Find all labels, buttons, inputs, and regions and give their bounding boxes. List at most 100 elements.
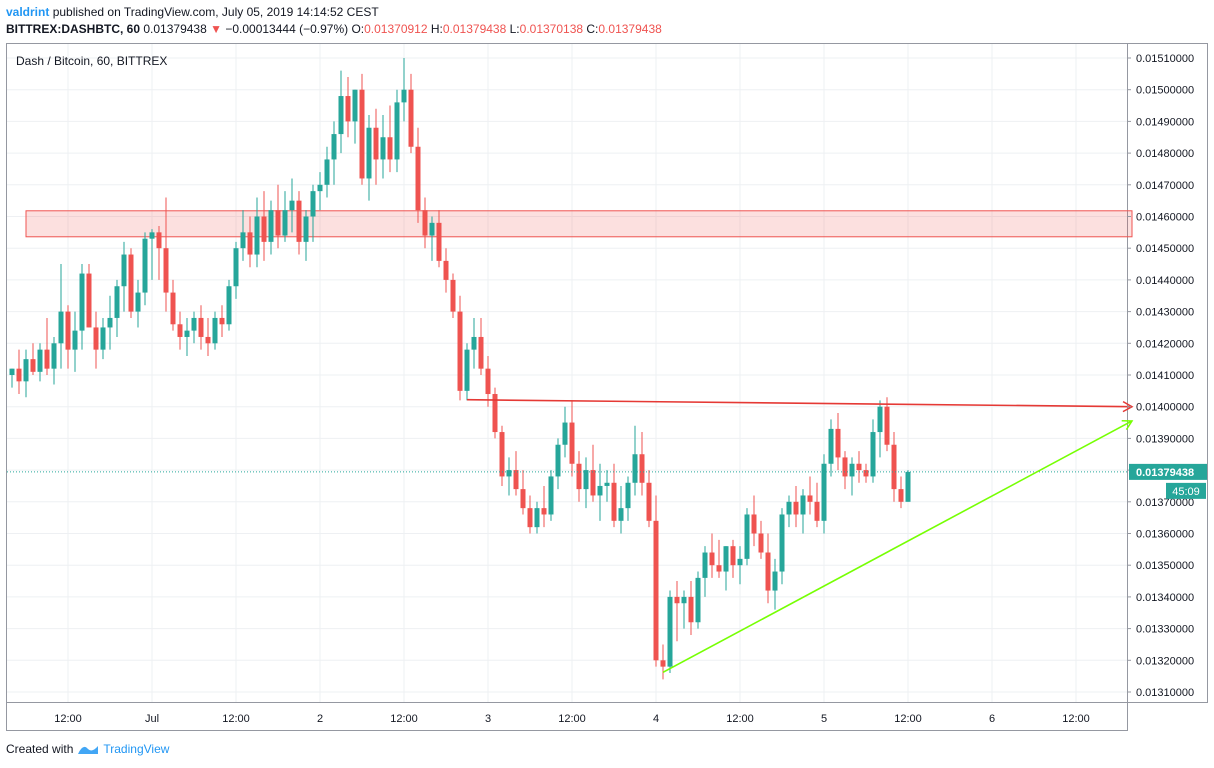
candle — [765, 533, 771, 604]
candle — [408, 73, 414, 154]
candle — [499, 425, 505, 486]
candle-body — [51, 343, 57, 369]
candle — [772, 558, 778, 610]
candle-body — [142, 238, 148, 293]
candle — [212, 311, 218, 350]
candle — [464, 343, 470, 401]
candles-layer — [9, 58, 911, 680]
candle-body — [464, 349, 470, 391]
candle — [555, 438, 561, 490]
candle — [898, 476, 904, 509]
x-tick-label: 2 — [317, 713, 323, 725]
y-tick-label: 0.01350000 — [1136, 560, 1194, 572]
candle — [415, 127, 421, 223]
candle-body — [625, 482, 631, 509]
candle-body — [828, 428, 834, 464]
candle — [667, 590, 673, 673]
candle — [163, 197, 169, 312]
x-tick-label: 12:00 — [54, 713, 82, 725]
candle-body — [807, 495, 813, 502]
candle — [93, 311, 99, 369]
candle — [891, 432, 897, 502]
candle — [660, 644, 666, 680]
candle — [506, 457, 512, 496]
publish-text: published on TradingView.com, July 05, 2… — [52, 5, 379, 19]
candle-body — [730, 546, 736, 566]
candle — [800, 489, 806, 534]
candle-body — [786, 501, 792, 515]
candle — [457, 295, 463, 401]
candle-body — [534, 508, 540, 528]
candle-body — [240, 232, 246, 249]
price-axis[interactable] — [1128, 43, 1208, 703]
candle-body — [849, 463, 855, 477]
candle — [471, 317, 477, 369]
time-axis[interactable] — [6, 703, 1128, 731]
candle — [793, 485, 799, 528]
candle — [807, 476, 813, 515]
x-tick-label: 12:00 — [726, 713, 754, 725]
supply-zone-layer — [25, 210, 1133, 238]
candle-body — [611, 482, 617, 521]
support-line — [662, 420, 1134, 674]
candle-body — [16, 368, 22, 382]
candle — [828, 419, 834, 477]
candle — [373, 108, 379, 185]
candle-body — [163, 248, 169, 293]
candle — [254, 197, 260, 268]
candle — [716, 539, 722, 578]
candle — [429, 216, 435, 261]
candle — [352, 89, 358, 144]
candle — [527, 495, 533, 534]
candle-body — [170, 292, 176, 325]
y-tick-label: 0.01410000 — [1136, 370, 1194, 382]
candle — [702, 546, 708, 597]
candle — [674, 581, 680, 642]
candle — [128, 248, 134, 318]
candle-body — [450, 279, 456, 312]
author-name[interactable]: valdrint — [6, 5, 50, 19]
candle — [723, 546, 729, 591]
candle — [205, 317, 211, 356]
x-tick-label: Jul — [145, 713, 159, 725]
candle-body — [905, 471, 911, 502]
candle-body — [422, 210, 428, 236]
candle — [72, 311, 78, 372]
candle — [856, 451, 862, 483]
candle — [478, 317, 484, 375]
candle-body — [569, 422, 575, 464]
candle-body — [254, 216, 260, 255]
candle — [219, 305, 225, 337]
candle-body — [79, 273, 85, 331]
candle-body — [884, 406, 890, 445]
countdown-badge — [1166, 482, 1206, 499]
candle — [541, 485, 547, 528]
candle — [51, 336, 57, 385]
y-tick-label: 0.01420000 — [1136, 338, 1194, 350]
candle — [562, 406, 568, 458]
candle — [310, 184, 316, 242]
candle — [233, 241, 239, 299]
candle-body — [737, 558, 743, 566]
candle-body — [779, 514, 785, 572]
trendlines-layer — [7, 398, 1134, 674]
candle — [786, 495, 792, 528]
candle-body — [275, 210, 281, 236]
candle-body — [506, 470, 512, 477]
candle-body — [695, 577, 701, 623]
x-tick-label: 12:00 — [1062, 713, 1090, 725]
tradingview-brand[interactable]: TradingView — [103, 742, 170, 756]
candle-body — [835, 428, 841, 458]
candle — [709, 533, 715, 578]
chart-pane[interactable] — [6, 43, 1128, 703]
candle-body — [303, 216, 309, 242]
candle — [37, 343, 43, 382]
y-axis-labels: 0.01510000 0.01500000 0.01490000 0.01480000… — [1127, 53, 1207, 699]
candle — [191, 311, 197, 344]
candle-body — [583, 470, 589, 490]
candle — [366, 115, 372, 201]
candle — [877, 400, 883, 458]
candle-body — [653, 520, 659, 661]
candle — [268, 200, 274, 255]
